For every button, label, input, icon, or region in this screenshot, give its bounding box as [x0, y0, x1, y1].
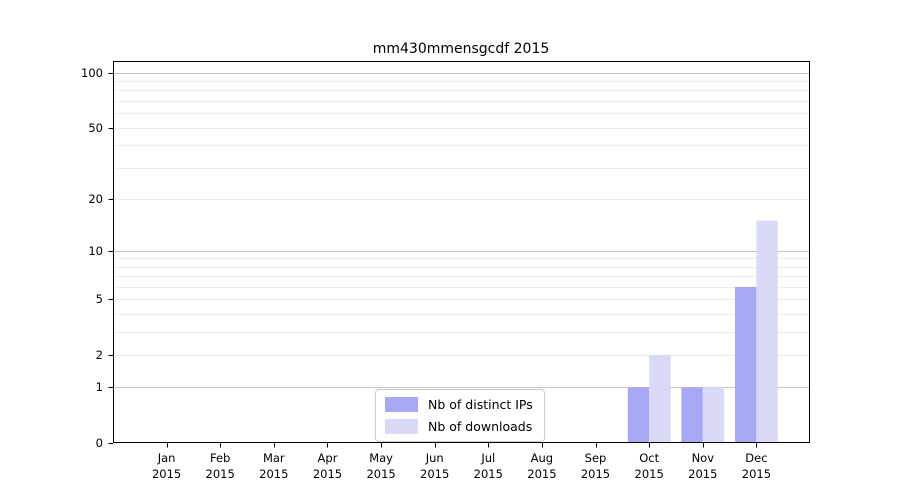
x-axis-labels: Jan 2015 Feb 2015 Mar 2015 Apr 2015 May 2015 Jun 20…: [152, 451, 771, 481]
y-tick-label: 10: [88, 244, 103, 258]
x-tick-label: Dec 2015: [742, 451, 771, 481]
y-tick-label: 20: [88, 192, 103, 206]
bars-layer: [627, 220, 778, 443]
x-tick-label: Feb 2015: [206, 451, 235, 481]
x-tick-label: May 2015: [366, 451, 395, 481]
bar: [681, 387, 703, 443]
x-tick-label: Jul 2015: [474, 451, 503, 481]
major-gridlines: [114, 73, 809, 388]
axis-ticks: [108, 73, 757, 448]
x-tick-label: Apr 2015: [313, 451, 342, 481]
bar: [735, 286, 757, 443]
legend-label-downloads: Nb of downloads: [428, 418, 533, 434]
x-tick-label: Jan 2015: [152, 451, 181, 481]
y-axis-labels: 0 1 2 5 10 20 50 100: [81, 66, 103, 450]
minor-gridlines: [114, 81, 809, 356]
bar: [756, 220, 778, 443]
y-tick-label: 5: [96, 292, 103, 306]
y-tick-label: 0: [96, 436, 103, 450]
y-tick-label: 2: [96, 348, 103, 362]
legend-item-distinct-ips: Nb of distinct IPs: [385, 397, 535, 412]
bar: [627, 387, 650, 443]
x-tick-label: Sep 2015: [581, 451, 610, 481]
bar: [649, 354, 671, 443]
y-tick-label: 100: [81, 66, 103, 80]
plot-border: [113, 61, 810, 443]
legend: Nb of distinct IPs Nb of downloads: [375, 389, 545, 442]
legend-swatch-downloads-icon: [385, 419, 418, 434]
legend-swatch-distinct-ips-icon: [385, 397, 418, 412]
legend-label-distinct-ips: Nb of distinct IPs: [428, 396, 533, 412]
chart-title: mm430mmensgcdf 2015: [373, 41, 550, 57]
x-tick-label: Nov 2015: [688, 451, 717, 481]
x-tick-label: Aug 2015: [527, 451, 556, 481]
x-tick-label: Jun 2015: [420, 451, 449, 481]
x-tick-label: Oct 2015: [635, 451, 664, 481]
bar: [702, 387, 725, 443]
legend-item-downloads: Nb of downloads: [385, 419, 535, 434]
x-tick-label: Mar 2015: [259, 451, 288, 481]
y-tick-label: 50: [88, 121, 103, 135]
y-tick-label: 1: [96, 380, 103, 394]
